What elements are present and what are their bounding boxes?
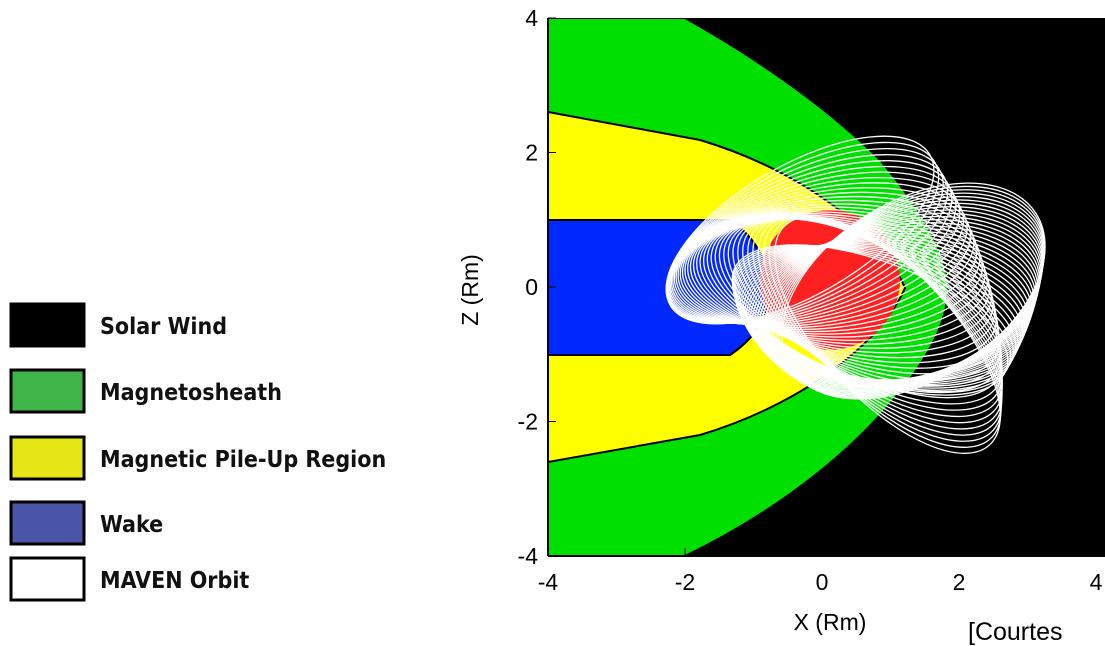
legend-label: MAVEN Orbit [100, 568, 249, 594]
y-tick-label: 2 [525, 140, 538, 166]
x-tick-label: 2 [953, 569, 966, 595]
legend-label: Wake [100, 512, 163, 538]
y-tick-label: 4 [525, 5, 538, 31]
x-tick-label: 4 [1090, 569, 1103, 595]
caption: [Courtes [968, 618, 1062, 646]
x-tick-label: 0 [816, 569, 829, 595]
legend: Solar Wind Magnetosheath Magnetic Pile-Up … [11, 304, 386, 600]
x-tick-label: -4 [538, 569, 559, 595]
y-tick-label: 0 [525, 274, 538, 300]
legend-label: Magnetosheath [100, 380, 282, 406]
x-label: X (Rm) [794, 609, 867, 635]
y-label: Z (Rm) [457, 254, 483, 326]
x-tick-label: -2 [675, 569, 695, 595]
legend-swatch [11, 502, 84, 544]
legend-label: Magnetic Pile-Up Region [100, 447, 386, 473]
legend-swatch [11, 304, 84, 346]
legend-label: Solar Wind [100, 314, 227, 340]
y-tick-label: -2 [518, 409, 538, 435]
y-tick-label: -4 [518, 543, 539, 569]
plot-area [548, 18, 1105, 556]
legend-swatch [11, 437, 84, 479]
legend-swatch [11, 370, 84, 412]
figure: -4 -2 0 2 4 4 2 0 -2 -4 X (Rm) Z (Rm) [Courtes So… [0, 0, 1105, 646]
legend-swatch [11, 558, 84, 600]
